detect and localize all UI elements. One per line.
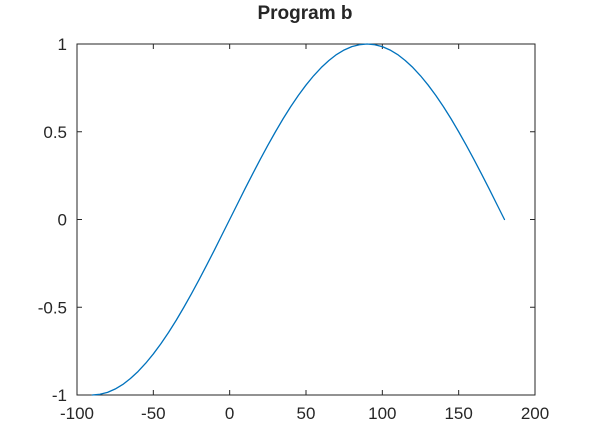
series-layer xyxy=(91,43,506,396)
y-tick-label: -0.5 xyxy=(38,298,67,317)
x-tick-label: 150 xyxy=(444,404,472,423)
y-tick-label: 1 xyxy=(58,35,67,54)
plot-area-frame xyxy=(76,43,536,396)
x-tick-label: -50 xyxy=(141,404,166,423)
x-tick-label: -100 xyxy=(60,404,94,423)
y-tick-label: -1 xyxy=(52,386,67,405)
series-line xyxy=(91,43,506,396)
x-tick-label: 100 xyxy=(368,404,396,423)
x-tick-label: 50 xyxy=(297,404,316,423)
x-tick-label: 200 xyxy=(521,404,549,423)
tick-marks xyxy=(76,43,536,396)
x-tick-label: 0 xyxy=(225,404,234,423)
y-tick-label: 0.5 xyxy=(43,123,67,142)
tick-labels: -100 -50 0 50 100 150 200 -1 -0.5 0 0.5 1 xyxy=(38,35,549,423)
chart-title: Program b xyxy=(257,3,352,24)
y-tick-label: 0 xyxy=(58,211,67,230)
